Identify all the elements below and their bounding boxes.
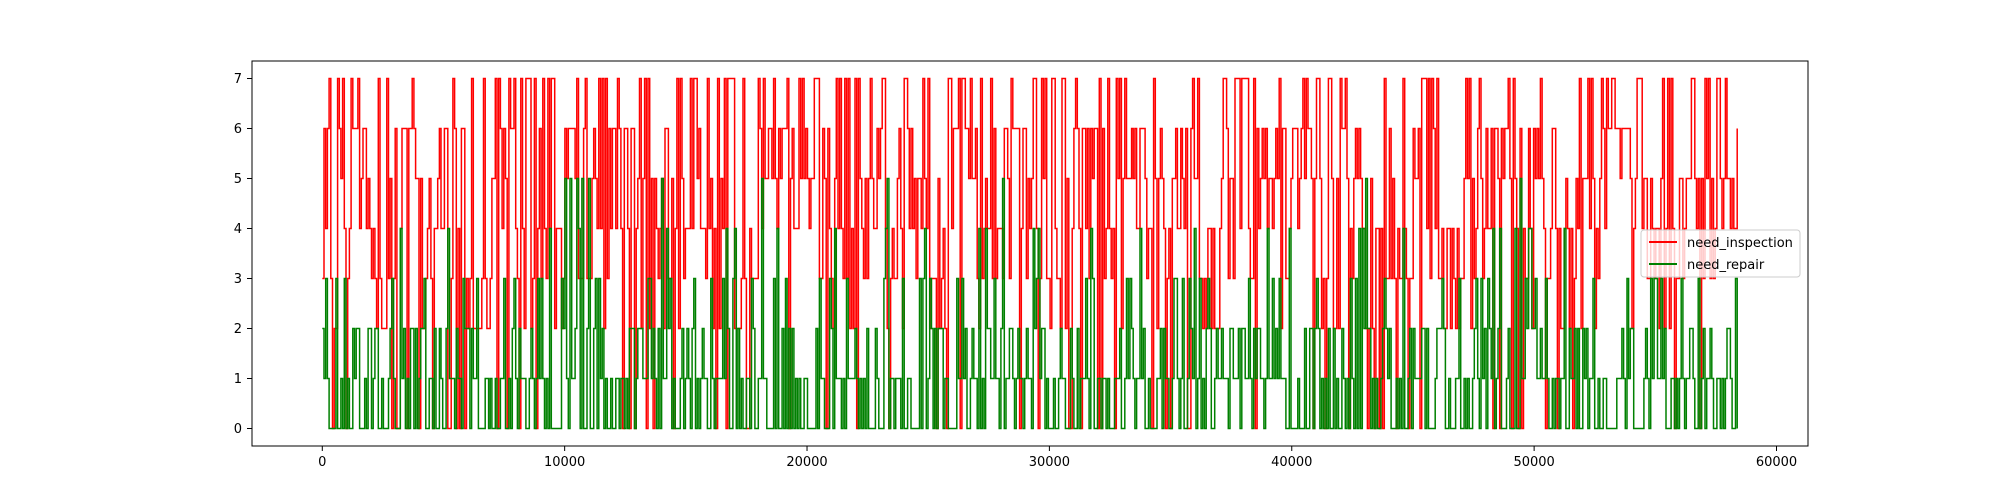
legend: need_inspection need_repair	[1640, 229, 1801, 278]
legend-label-need-repair: need_repair	[1687, 258, 1765, 273]
y-tick-label: 7	[234, 72, 242, 87]
legend-box	[1640, 229, 1801, 278]
legend-label-need-inspection: need_inspection	[1687, 236, 1793, 251]
x-tick-label: 30000	[1029, 455, 1070, 470]
x-tick-label: 40000	[1271, 455, 1312, 470]
x-tick-label: 0	[318, 455, 326, 470]
y-axis: 0 1 2 3 4 5 6 7	[234, 72, 252, 437]
series-line-need-inspection	[322, 77, 1738, 430]
y-tick-label: 1	[234, 372, 242, 387]
y-tick-label: 6	[234, 122, 242, 137]
x-tick-label: 10000	[544, 455, 585, 470]
x-axis: 0 10000 20000 30000 40000 50000 60000	[318, 446, 1797, 470]
y-tick-label: 0	[234, 422, 242, 437]
y-tick-label: 2	[234, 322, 242, 337]
x-tick-label: 20000	[786, 455, 827, 470]
x-tick-label: 50000	[1513, 455, 1554, 470]
plot-frame	[251, 60, 1809, 447]
y-tick-label: 4	[234, 222, 242, 237]
y-tick-label: 3	[234, 272, 242, 287]
y-tick-label: 5	[234, 172, 242, 187]
series-line-need-repair	[322, 177, 1738, 430]
x-tick-label: 60000	[1756, 455, 1797, 470]
